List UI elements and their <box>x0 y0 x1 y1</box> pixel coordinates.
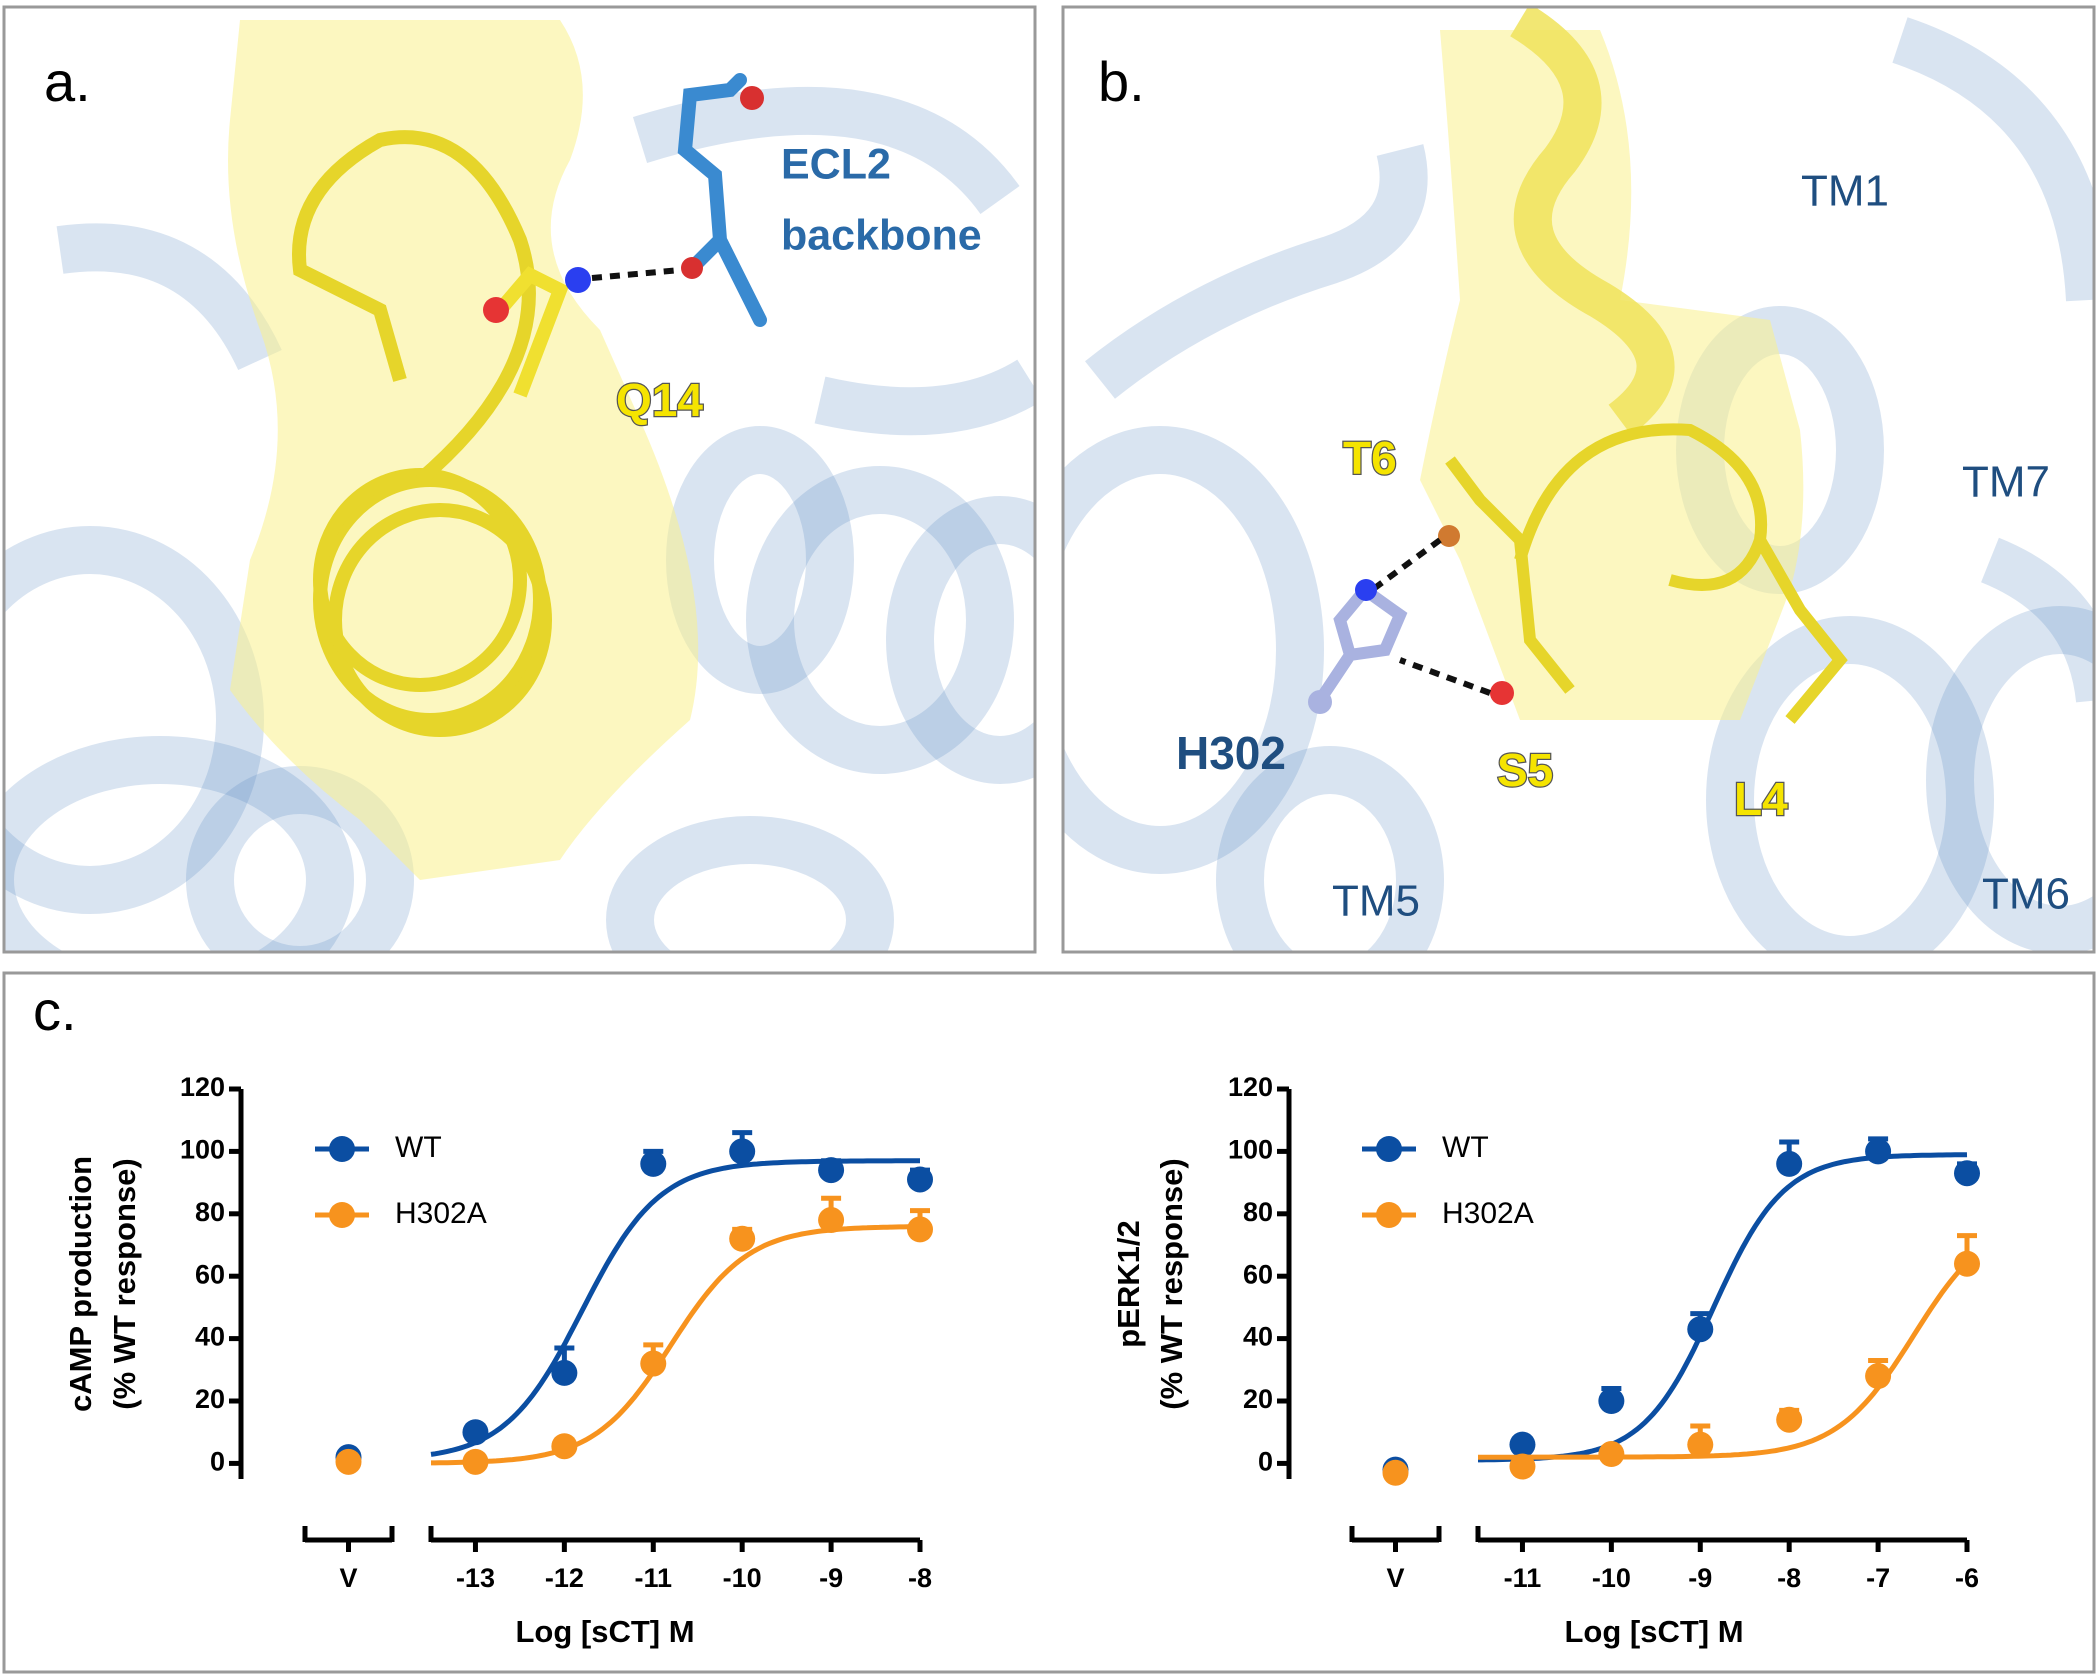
data-point <box>1865 1138 1892 1165</box>
y-axis-title: cAMP production <box>63 1156 98 1412</box>
x-tick-label: -8 <box>908 1563 932 1593</box>
data-point <box>551 1433 578 1460</box>
x-axis-title: Log [sCT] M <box>1564 1614 1743 1649</box>
data-point <box>1776 1406 1803 1433</box>
structure-a: a. ECL2 backbone Q14 <box>4 20 1035 952</box>
x-tick-label: -9 <box>1688 1563 1712 1593</box>
y-tick-label: 40 <box>195 1322 225 1352</box>
data-point <box>551 1359 578 1386</box>
data-point <box>1687 1431 1714 1458</box>
y-tick-label: 60 <box>195 1259 225 1289</box>
legend-label: WT <box>1442 1131 1489 1164</box>
y-tick-label: 20 <box>195 1384 225 1414</box>
legend-label: H302A <box>395 1197 487 1230</box>
data-point <box>1509 1431 1536 1458</box>
panel-label: a. <box>44 50 91 113</box>
data-point <box>1687 1316 1714 1343</box>
fit-curve <box>430 1158 920 1457</box>
data-point <box>640 1150 667 1177</box>
legend-marker <box>1376 1202 1402 1228</box>
legend-label: H302A <box>1442 1197 1534 1230</box>
data-point <box>640 1350 667 1377</box>
panel-label: c. <box>33 979 77 1042</box>
annotation: TM6 <box>1982 870 2070 919</box>
annotation: backbone <box>781 211 982 259</box>
panel-frame <box>2 5 1037 954</box>
y-tick-label: 20 <box>1243 1384 1273 1414</box>
annotation: S5 <box>1497 744 1553 796</box>
x-tick-label: -9 <box>819 1563 843 1593</box>
annotation: Q14 <box>616 374 703 426</box>
data-point <box>1776 1150 1803 1177</box>
x-tick-label: -12 <box>545 1563 584 1593</box>
y-tick-label: 0 <box>210 1447 225 1477</box>
y-axis-title: (% WT response) <box>1154 1158 1189 1409</box>
x-tick-label: -13 <box>456 1563 495 1593</box>
x-tick-label: -11 <box>1504 1563 1542 1593</box>
y-axis-title: pERK1/2 <box>1111 1220 1146 1347</box>
fit-curve <box>1478 1152 1968 1463</box>
y-axis-title: (% WT response) <box>107 1158 142 1409</box>
vehicle-point <box>1382 1459 1409 1486</box>
x-axis-title: Log [sCT] M <box>515 1614 694 1649</box>
data-point <box>462 1448 489 1475</box>
data-point <box>907 1216 933 1243</box>
vehicle-label: V <box>1386 1563 1404 1593</box>
annotation: T6 <box>1343 432 1397 484</box>
panel-label: b. <box>1098 50 1145 113</box>
vehicle-point <box>335 1448 362 1475</box>
annotation: ECL2 <box>781 140 891 188</box>
data-point <box>462 1419 489 1446</box>
data-point <box>907 1166 933 1193</box>
data-point <box>1509 1453 1536 1480</box>
x-tick-label: -10 <box>1592 1563 1631 1593</box>
structure-b: b. TM1 TM7 T6 H302 S5 L4 TM5 TM6 <box>1063 7 2094 952</box>
x-tick-label: -10 <box>723 1563 762 1593</box>
data-point <box>729 1225 756 1252</box>
y-tick-label: 120 <box>180 1072 225 1102</box>
data-point <box>818 1157 845 1184</box>
annotation: TM5 <box>1332 877 1420 926</box>
data-point <box>1954 1250 1980 1277</box>
legend-marker <box>329 1136 355 1162</box>
x-tick-label: -6 <box>1955 1563 1979 1593</box>
data-point <box>1598 1388 1625 1414</box>
annotation: TM7 <box>1962 458 2050 507</box>
x-tick-label: -7 <box>1866 1563 1890 1593</box>
y-tick-label: 80 <box>195 1197 225 1227</box>
data-point <box>729 1138 756 1165</box>
data-point <box>1954 1160 1980 1187</box>
legend-label: WT <box>395 1131 442 1164</box>
panel-frame <box>2 971 2096 1674</box>
annotation: L4 <box>1734 773 1788 825</box>
legend-marker <box>329 1202 355 1228</box>
x-tick-label: -8 <box>1777 1563 1801 1593</box>
vehicle-label: V <box>339 1563 357 1593</box>
data-point <box>1598 1441 1625 1468</box>
annotation: TM1 <box>1801 167 1889 216</box>
data-point <box>1865 1363 1892 1390</box>
y-tick-label: 60 <box>1243 1259 1273 1289</box>
y-tick-label: 100 <box>180 1135 225 1165</box>
y-tick-label: 80 <box>1243 1197 1273 1227</box>
panel-frame <box>1061 5 2096 954</box>
x-tick-label: -11 <box>634 1563 672 1593</box>
y-tick-label: 40 <box>1243 1322 1273 1352</box>
y-tick-label: 120 <box>1228 1072 1273 1102</box>
y-tick-label: 100 <box>1228 1135 1273 1165</box>
y-tick-label: 0 <box>1258 1447 1273 1477</box>
annotation: H302 <box>1176 727 1286 779</box>
legend-marker <box>1376 1136 1402 1162</box>
data-point <box>818 1207 845 1234</box>
